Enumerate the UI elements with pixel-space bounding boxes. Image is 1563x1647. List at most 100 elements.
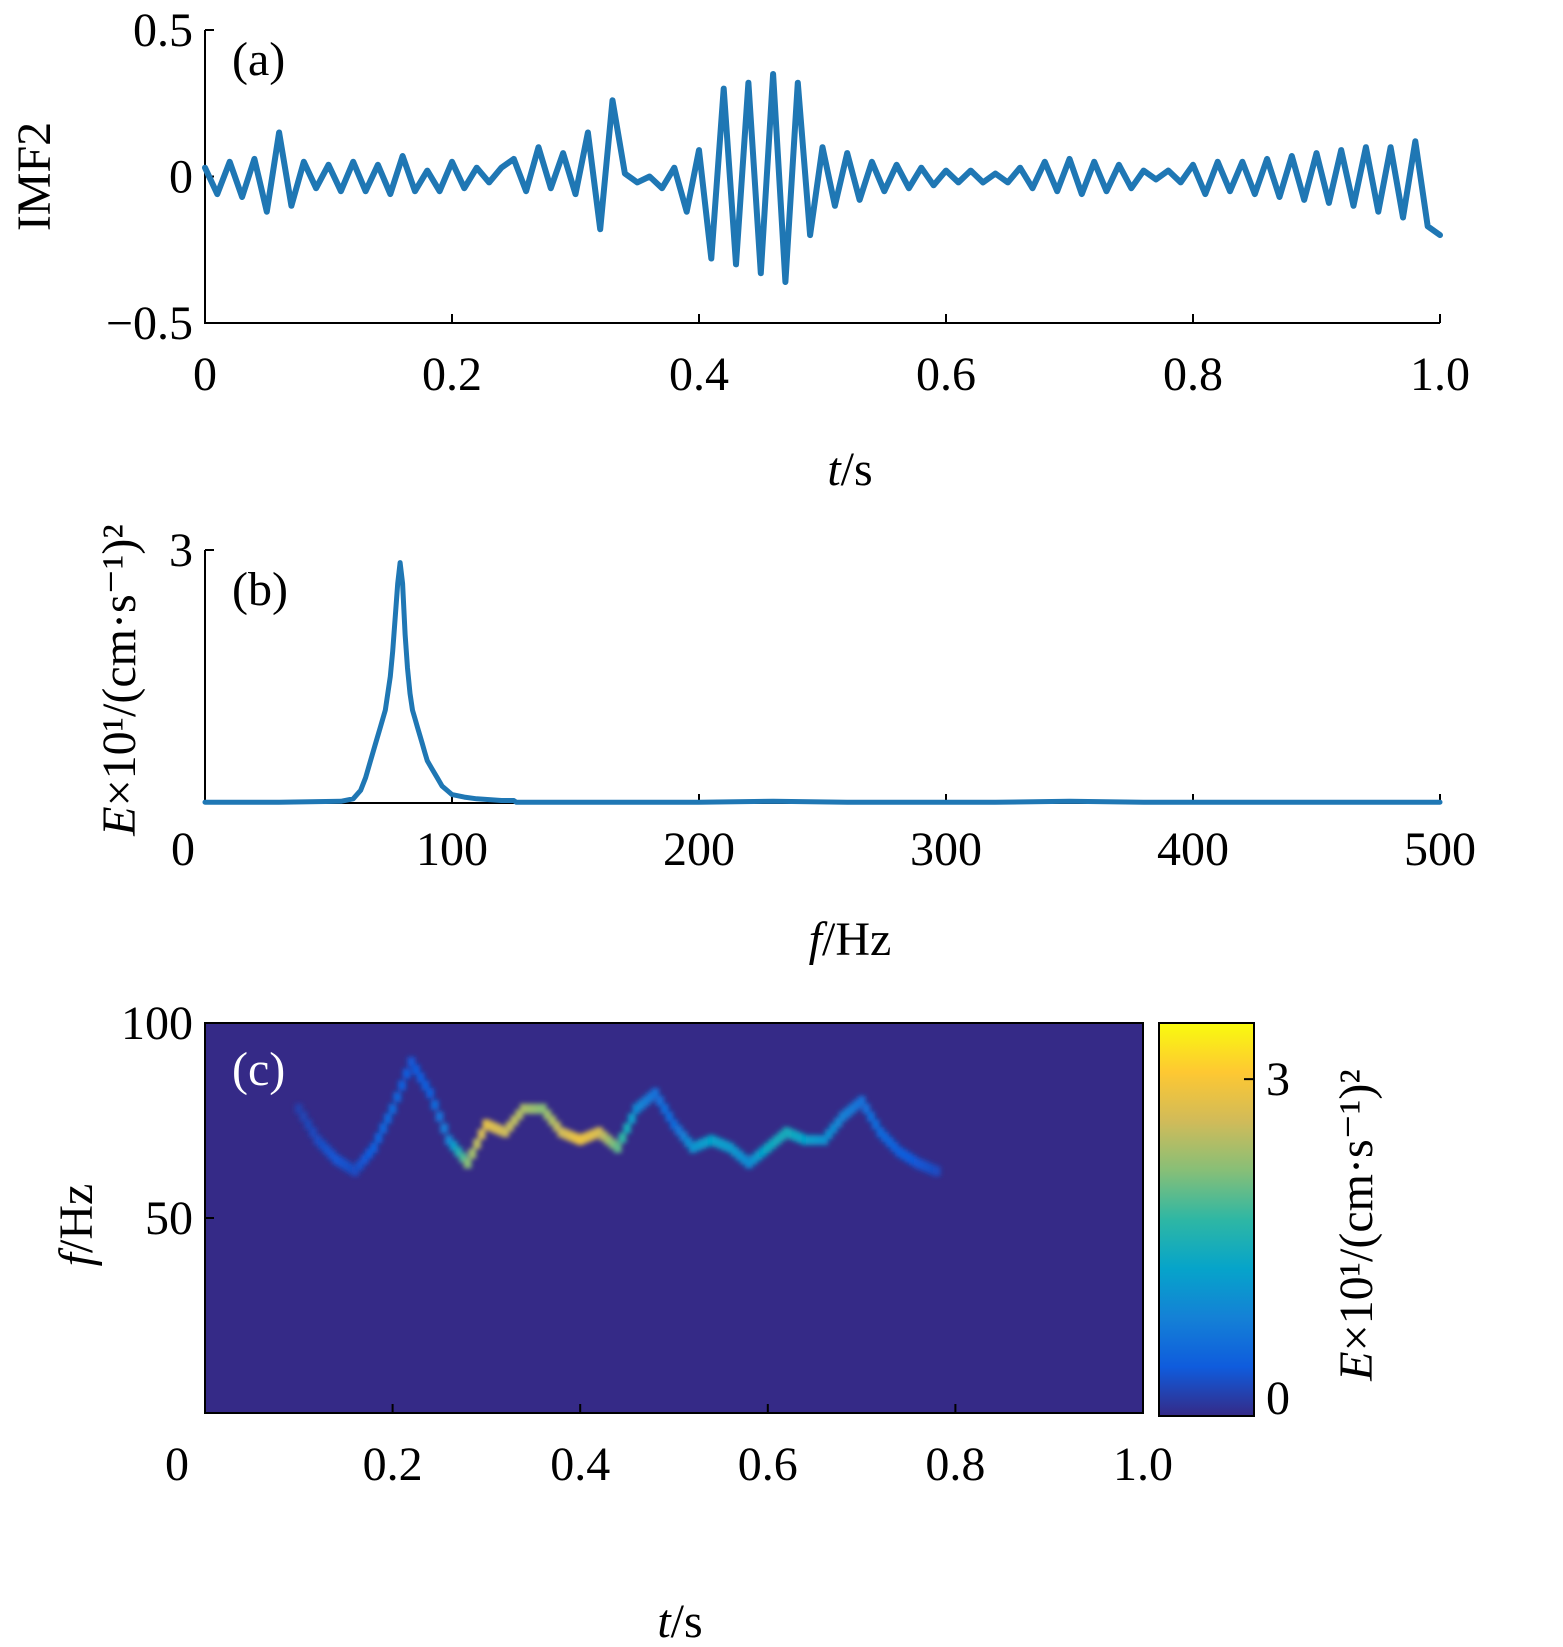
heatmap-cell xyxy=(726,1142,735,1153)
heatmap-cell xyxy=(510,1115,519,1126)
panel-a-ytick-label: 0.5 xyxy=(133,4,193,57)
heatmap-cell xyxy=(862,1103,871,1114)
panel-b-ylabel: E×10¹/(cm·s⁻¹)² xyxy=(93,524,146,837)
heatmap-cell xyxy=(815,1135,824,1145)
panel-c-xtick-label: 0.6 xyxy=(738,1438,798,1491)
heatmap-cell xyxy=(791,1131,800,1142)
heatmap-cell xyxy=(923,1162,932,1173)
heatmap-cell xyxy=(932,1166,941,1177)
panel-c-xtick-label: 0.2 xyxy=(363,1438,423,1491)
heatmap-cell xyxy=(379,1123,388,1134)
colorbar xyxy=(1158,1022,1255,1417)
heatmap-cell xyxy=(402,1068,411,1079)
heatmap-cell xyxy=(759,1146,768,1157)
heatmap-cell xyxy=(313,1135,322,1145)
heatmap-cell xyxy=(618,1133,627,1143)
heatmap-cell xyxy=(843,1107,852,1118)
heatmap-cell xyxy=(421,1080,430,1091)
heatmap-cell xyxy=(698,1138,707,1149)
heatmap-cell xyxy=(637,1099,646,1110)
heatmap-cell xyxy=(824,1129,833,1140)
heatmap-cell xyxy=(444,1135,453,1145)
heatmap-cell xyxy=(524,1103,533,1114)
heatmap-cell xyxy=(505,1121,514,1132)
heatmap-cell xyxy=(571,1133,580,1143)
panel-a-xtick-label: 0.6 xyxy=(916,348,976,401)
heatmap-cell xyxy=(538,1103,547,1114)
heatmap-cell xyxy=(327,1149,336,1160)
panel-a-ytick-label: −0.5 xyxy=(106,297,193,350)
heatmap-cell xyxy=(388,1103,397,1114)
panel-c-ylabel-unit: Hz xyxy=(50,1184,103,1240)
colorbar-ticks: 30 xyxy=(1244,1053,1290,1425)
heatmap-cell xyxy=(890,1141,899,1152)
panel-a-xlabel-unit: s xyxy=(854,443,873,496)
heatmap-cell xyxy=(294,1103,303,1114)
heatmap-cell xyxy=(548,1115,557,1126)
heatmap-cell xyxy=(543,1109,552,1120)
heatmap-cell xyxy=(716,1138,725,1149)
heatmap-cell xyxy=(740,1154,749,1165)
heatmap-cell xyxy=(885,1137,894,1147)
heatmap-cell xyxy=(806,1135,814,1145)
heatmap-cell xyxy=(660,1103,669,1114)
heatmap-cell xyxy=(529,1103,538,1114)
heatmap-cell xyxy=(777,1131,786,1142)
heatmap-cell xyxy=(304,1119,313,1130)
colorbar-label: E×10¹/(cm·s⁻¹)² xyxy=(1330,1069,1383,1382)
panel-a-xlabel: t/s xyxy=(827,443,872,496)
heatmap-cell xyxy=(449,1140,458,1151)
heatmap-cell xyxy=(487,1121,496,1132)
heatmap-cell xyxy=(787,1129,796,1140)
heatmap-cell xyxy=(576,1135,585,1145)
heatmap-cell xyxy=(383,1113,392,1124)
heatmap-cell xyxy=(580,1133,589,1143)
panel-c-ylabel: f/Hz xyxy=(50,1184,103,1267)
heatmap-cell xyxy=(407,1057,416,1067)
panel-a-xlabel-var: t xyxy=(827,443,842,496)
panel-a-xtick-label: 0 xyxy=(193,348,217,401)
heatmap-cell xyxy=(754,1150,763,1161)
colorbar-tick-label: 0 xyxy=(1266,1372,1290,1425)
panel-c-ytick-label: 100 xyxy=(121,997,193,1050)
heatmap-cell xyxy=(773,1135,782,1145)
heatmap-cell xyxy=(913,1158,922,1169)
panel-b-ylabel-rest: ×10¹/(cm·s⁻¹)² xyxy=(93,524,146,806)
panel-b-xlabel-unit: Hz xyxy=(835,913,891,966)
heatmap-cell xyxy=(360,1154,369,1165)
heatmap-cell xyxy=(398,1080,406,1091)
heatmap-cell xyxy=(670,1119,678,1130)
heatmap-cell xyxy=(416,1072,425,1083)
panel-c-background xyxy=(205,1023,1143,1413)
colorbar-tick-label: 3 xyxy=(1266,1053,1290,1106)
heatmap-cell xyxy=(731,1146,739,1157)
heatmap-cell xyxy=(838,1111,847,1122)
heatmap-cell xyxy=(810,1135,819,1145)
heatmap-cell xyxy=(585,1131,594,1142)
panel-b-xtick-label: 200 xyxy=(663,823,735,876)
heatmap-cell xyxy=(477,1129,486,1140)
heatmap-cell xyxy=(463,1158,472,1169)
heatmap-cell xyxy=(365,1148,374,1159)
panel-c-xtick-label: 0 xyxy=(165,1438,189,1491)
heatmap-cell xyxy=(928,1164,936,1175)
heatmap-cell xyxy=(745,1158,753,1169)
panel-b-xtick-label: 0 xyxy=(171,823,195,876)
heatmap-cell xyxy=(308,1127,317,1138)
heatmap-cell xyxy=(318,1139,327,1150)
panel-c-label: (c) xyxy=(232,1043,285,1096)
heatmap-cell xyxy=(332,1154,341,1165)
heatmap-cell xyxy=(590,1129,599,1140)
heatmap-cell xyxy=(909,1155,918,1166)
panel-a-xtick-label: 0.2 xyxy=(422,348,482,401)
panel-c-xtick-label: 0.8 xyxy=(925,1438,985,1491)
panel-b-xlabel: f/Hz xyxy=(809,913,892,966)
panel-b-label: (b) xyxy=(232,563,288,616)
panel-c-ticks: 0 0.2 0.4 0.6 0.8 1.0 100 50 xyxy=(121,997,1173,1491)
heatmap-cell xyxy=(655,1096,664,1106)
panel-b-xtick-label: 100 xyxy=(416,823,488,876)
heatmap-cell xyxy=(881,1132,889,1143)
panel-a-xtick-label: 1.0 xyxy=(1410,348,1470,401)
heatmap-cell xyxy=(641,1096,650,1106)
panel-a-label: (a) xyxy=(232,33,285,86)
